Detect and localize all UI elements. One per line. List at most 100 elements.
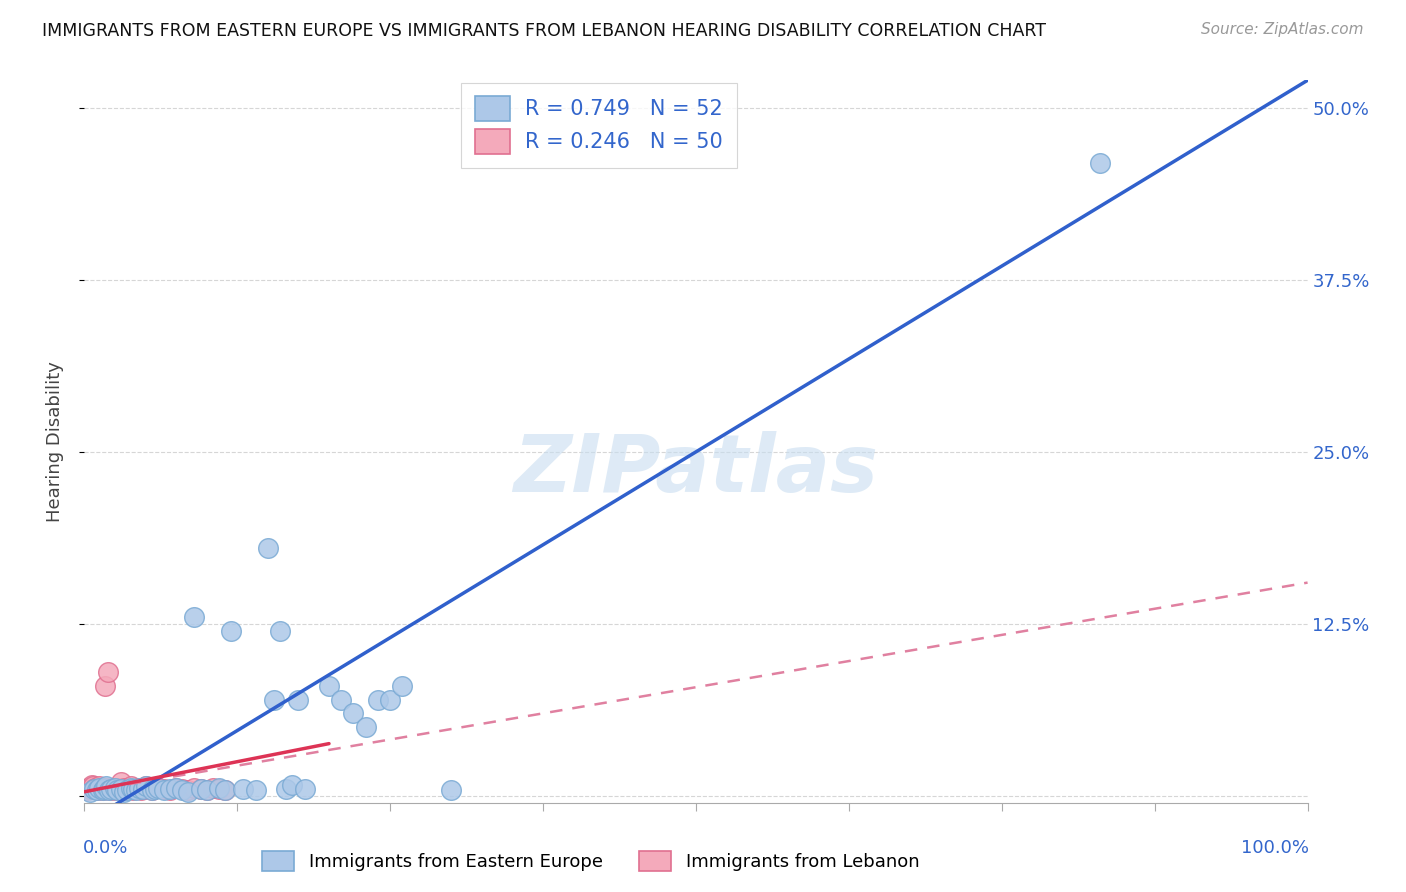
- Point: [83, 782, 105, 797]
- Text: IMMIGRANTS FROM EASTERN EUROPE VS IMMIGRANTS FROM LEBANON HEARING DISABILITY COR: IMMIGRANTS FROM EASTERN EUROPE VS IMMIGR…: [42, 22, 1046, 40]
- Point: [354, 720, 377, 734]
- Point: [101, 782, 124, 797]
- Point: [120, 780, 142, 795]
- Point: [367, 692, 389, 706]
- Point: [96, 780, 118, 795]
- Point: [391, 679, 413, 693]
- Point: [105, 780, 128, 795]
- Point: [107, 783, 129, 797]
- Point: [128, 780, 150, 795]
- Point: [86, 783, 108, 797]
- Point: [98, 783, 121, 797]
- Point: [122, 783, 145, 797]
- Point: [183, 780, 205, 795]
- Point: [110, 775, 132, 789]
- Y-axis label: Hearing Disability: Hearing Disability: [45, 361, 63, 522]
- Point: [219, 624, 242, 638]
- Point: [135, 779, 157, 793]
- Point: [132, 782, 155, 797]
- Legend: Immigrants from Eastern Europe, Immigrants from Lebanon: Immigrants from Eastern Europe, Immigran…: [254, 844, 927, 879]
- Point: [159, 782, 181, 797]
- Point: [89, 782, 111, 797]
- Point: [263, 692, 285, 706]
- Point: [125, 783, 148, 797]
- Point: [153, 782, 176, 797]
- Point: [195, 783, 218, 797]
- Point: [342, 706, 364, 721]
- Point: [287, 692, 309, 706]
- Point: [93, 782, 115, 797]
- Point: [97, 665, 120, 679]
- Point: [91, 783, 114, 797]
- Point: [112, 785, 135, 799]
- Point: [201, 780, 224, 795]
- Point: [380, 692, 402, 706]
- Point: [91, 783, 114, 797]
- Point: [208, 780, 231, 795]
- Point: [84, 780, 107, 795]
- Point: [76, 783, 98, 797]
- Point: [208, 782, 231, 797]
- Point: [129, 783, 152, 797]
- Point: [82, 779, 104, 793]
- Point: [105, 783, 128, 797]
- Point: [120, 779, 142, 793]
- Point: [83, 782, 105, 797]
- Point: [146, 780, 169, 795]
- Point: [153, 783, 176, 797]
- Text: Source: ZipAtlas.com: Source: ZipAtlas.com: [1201, 22, 1364, 37]
- Point: [79, 782, 101, 797]
- Point: [79, 785, 101, 799]
- Point: [105, 782, 128, 797]
- Point: [115, 783, 138, 797]
- Point: [141, 783, 163, 797]
- Point: [195, 783, 218, 797]
- Point: [104, 780, 127, 795]
- Point: [190, 782, 212, 797]
- Point: [115, 783, 138, 797]
- Point: [127, 780, 149, 795]
- Point: [281, 778, 304, 792]
- Point: [94, 679, 117, 693]
- Point: [172, 782, 194, 797]
- Point: [117, 782, 139, 797]
- Point: [110, 782, 132, 797]
- Point: [440, 783, 463, 797]
- Point: [143, 782, 166, 797]
- Point: [132, 782, 155, 797]
- Point: [141, 783, 163, 797]
- Text: ZIPatlas: ZIPatlas: [513, 432, 879, 509]
- Point: [90, 780, 112, 795]
- Point: [245, 783, 267, 797]
- Legend: R = 0.749   N = 52, R = 0.246   N = 50: R = 0.749 N = 52, R = 0.246 N = 50: [461, 83, 737, 168]
- Point: [100, 780, 122, 795]
- Point: [103, 780, 125, 795]
- Point: [93, 782, 115, 797]
- Point: [294, 782, 316, 797]
- Point: [330, 692, 353, 706]
- Point: [318, 679, 340, 693]
- Point: [112, 780, 135, 795]
- Text: 100.0%: 100.0%: [1241, 838, 1309, 856]
- Point: [104, 783, 127, 797]
- Point: [159, 783, 181, 797]
- Point: [269, 624, 291, 638]
- Point: [87, 782, 110, 797]
- Point: [100, 782, 122, 797]
- Point: [214, 783, 236, 797]
- Point: [97, 783, 120, 797]
- Point: [86, 783, 108, 797]
- Point: [80, 778, 103, 792]
- Point: [257, 541, 280, 556]
- Point: [122, 782, 145, 797]
- Point: [146, 780, 169, 795]
- Point: [87, 779, 110, 793]
- Point: [190, 782, 212, 797]
- Point: [177, 783, 200, 797]
- Point: [232, 782, 254, 797]
- Point: [165, 780, 187, 795]
- Point: [125, 782, 148, 797]
- Point: [97, 782, 120, 797]
- Point: [1088, 156, 1111, 170]
- Point: [96, 779, 118, 793]
